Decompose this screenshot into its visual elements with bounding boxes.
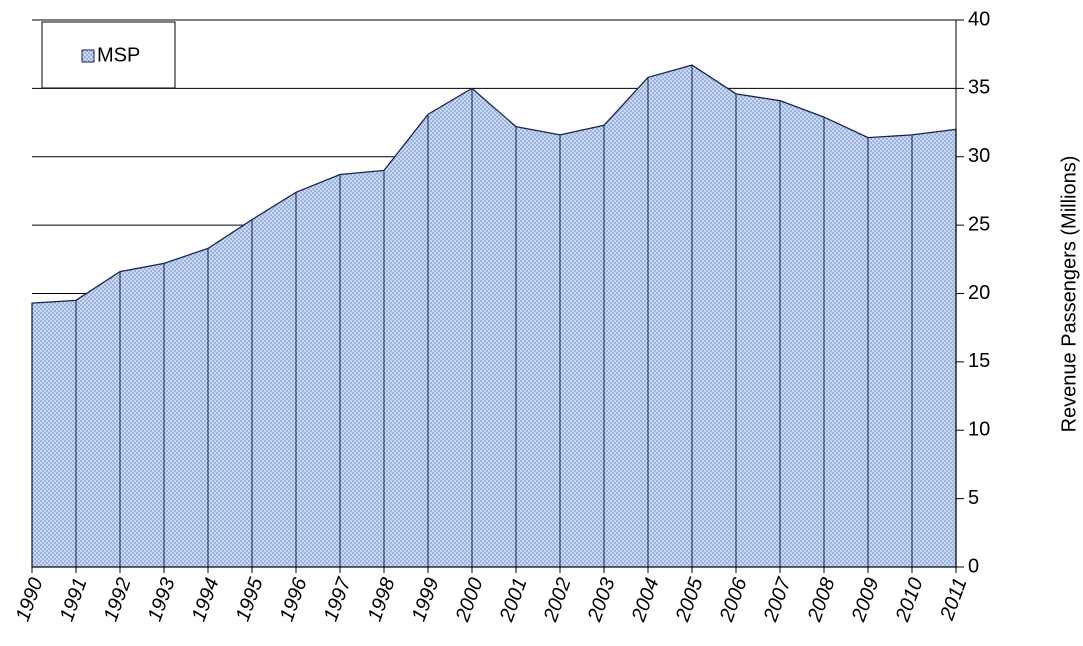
y-tick-label: 40	[968, 8, 990, 30]
x-tick-label: 1997	[320, 574, 356, 624]
x-tick-label: 1995	[232, 574, 268, 624]
y-tick-label: 10	[968, 419, 990, 441]
x-tick-label: 2007	[759, 574, 796, 625]
x-tick-label: 1996	[276, 574, 312, 624]
x-tick-label: 2005	[671, 574, 708, 625]
y-tick-label: 25	[968, 213, 990, 235]
x-tick-label: 1993	[144, 575, 180, 624]
x-tick-label: 1991	[56, 575, 92, 624]
x-tick-label: 2002	[539, 575, 575, 625]
x-tick-label: 2008	[803, 575, 839, 625]
x-tick-label: 1990	[12, 575, 48, 624]
x-tick-label: 2011	[936, 575, 972, 624]
y-tick-label: 5	[968, 487, 979, 509]
x-tick-label: 1999	[408, 575, 444, 624]
x-tick-label: 1992	[100, 575, 136, 624]
x-tick-label: 1998	[364, 575, 400, 624]
x-tick-label: 2000	[451, 575, 487, 625]
x-tick-label: 2009	[847, 575, 883, 625]
y-tick-label: 15	[968, 350, 990, 372]
y-tick-label: 35	[968, 77, 990, 99]
x-tick-label: 2010	[891, 575, 927, 625]
x-tick-label: 1994	[188, 575, 224, 624]
y-tick-label: 30	[968, 145, 990, 167]
legend-box	[41, 21, 176, 89]
plot-area	[31, 64, 957, 568]
x-tick-label: 2004	[627, 575, 663, 625]
x-tick-label: 2006	[715, 574, 752, 625]
y-tick-label: 0	[968, 555, 979, 577]
y-tick-label: 20	[968, 282, 990, 304]
area	[31, 64, 957, 568]
legend-swatch	[81, 49, 95, 63]
x-tick-label: 2001	[495, 575, 531, 625]
legend-label: MSP	[97, 44, 140, 66]
y-axis-label: Revenue Passengers (Millions)	[1058, 156, 1080, 433]
legend: MSP	[41, 21, 176, 89]
x-tick-label: 2003	[583, 575, 619, 625]
